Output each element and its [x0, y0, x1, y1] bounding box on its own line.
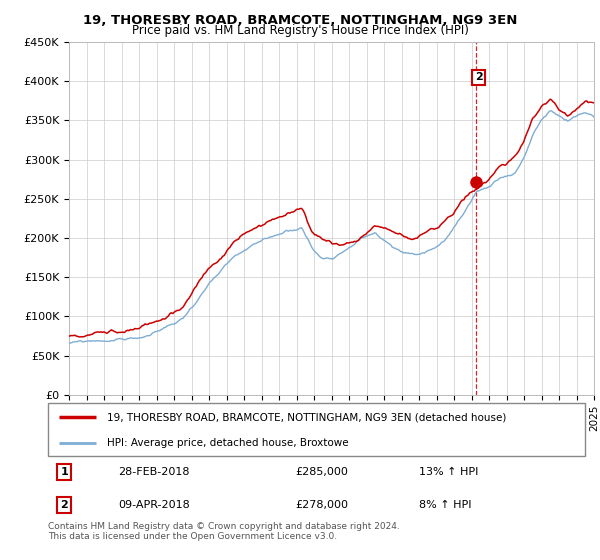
Text: £278,000: £278,000: [295, 500, 348, 510]
Text: 19, THORESBY ROAD, BRAMCOTE, NOTTINGHAM, NG9 3EN (detached house): 19, THORESBY ROAD, BRAMCOTE, NOTTINGHAM,…: [107, 412, 506, 422]
Text: 13% ↑ HPI: 13% ↑ HPI: [419, 467, 478, 477]
Text: Price paid vs. HM Land Registry's House Price Index (HPI): Price paid vs. HM Land Registry's House …: [131, 24, 469, 37]
Text: 1: 1: [60, 467, 68, 477]
Text: 2: 2: [60, 500, 68, 510]
Text: Contains HM Land Registry data © Crown copyright and database right 2024.
This d: Contains HM Land Registry data © Crown c…: [48, 522, 400, 542]
Text: 28-FEB-2018: 28-FEB-2018: [118, 467, 190, 477]
Text: 8% ↑ HPI: 8% ↑ HPI: [419, 500, 471, 510]
FancyBboxPatch shape: [48, 403, 585, 456]
Text: HPI: Average price, detached house, Broxtowe: HPI: Average price, detached house, Brox…: [107, 437, 349, 447]
Text: 19, THORESBY ROAD, BRAMCOTE, NOTTINGHAM, NG9 3EN: 19, THORESBY ROAD, BRAMCOTE, NOTTINGHAM,…: [83, 14, 517, 27]
Text: £285,000: £285,000: [295, 467, 348, 477]
Text: 09-APR-2018: 09-APR-2018: [118, 500, 190, 510]
Text: 2: 2: [475, 72, 482, 82]
